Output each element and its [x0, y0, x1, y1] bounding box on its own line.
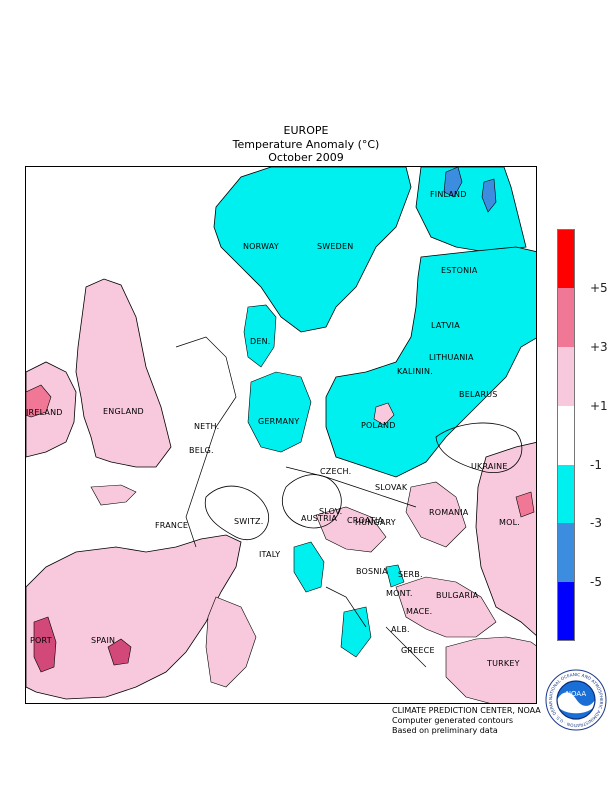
- legend-label-minus-1: -1: [590, 458, 602, 472]
- label-switz: SWITZ.: [234, 517, 264, 526]
- label-alb: ALB.: [391, 625, 410, 634]
- cold-region-finland-core-2: [481, 178, 497, 213]
- label-slovak: SLOVAK: [375, 483, 408, 492]
- label-finland: FINLAND: [430, 190, 467, 199]
- label-hungary: HUNGARY: [355, 518, 396, 527]
- label-bosnia: BOSNIA: [356, 567, 388, 576]
- label-austria: AUSTRIA: [301, 514, 338, 523]
- label-spain: SPAIN: [91, 636, 116, 645]
- label-france: FRANCE: [155, 521, 189, 530]
- label-kalinin: KALININ.: [397, 367, 433, 376]
- warm-region-british-isles: [75, 278, 172, 468]
- cold-region-poland-core: [373, 402, 395, 426]
- cold-region-finland-core-1: [443, 167, 463, 198]
- label-slov: SLOV.: [319, 507, 343, 516]
- legend-label-plus-5: +5: [590, 281, 608, 295]
- credit-line-2: Computer generated contours: [392, 716, 514, 725]
- warm-region-turkey: [445, 636, 536, 703]
- label-turkey: TURKEY: [487, 659, 520, 668]
- legend-bin-3-to-5: [557, 288, 575, 347]
- label-mol: MOL.: [499, 518, 520, 527]
- noaa-logo: NATIONAL OCEANIC AND ATMOSPHERIC ADMINIS…: [545, 669, 607, 731]
- label-neth: NETH.: [194, 422, 220, 431]
- cold-region-denmark: [243, 304, 277, 368]
- cold-region-italy-north: [293, 541, 325, 593]
- label-czech: CZECH.: [320, 467, 352, 476]
- label-den: DEN.: [250, 337, 271, 346]
- label-mont: MONT.: [386, 589, 413, 598]
- label-latvia: LATVIA: [431, 321, 460, 330]
- label-italy: ITALY: [259, 550, 281, 559]
- legend-bin-1-to-3: [557, 347, 575, 406]
- noaa-center-text: NOAA: [566, 690, 587, 698]
- warm-region-croatia: [315, 506, 387, 553]
- credit-line-3: Based on preliminary data: [392, 726, 498, 735]
- label-estonia: ESTONIA: [441, 266, 478, 275]
- warm-region-portugal-core: [33, 616, 57, 673]
- legend-bin-minus-3-to-5: [557, 523, 575, 582]
- warm-region-spain-core: [107, 638, 132, 666]
- warm-region-ireland-core: [26, 384, 52, 418]
- legend-label-minus-5: -5: [590, 575, 602, 589]
- legend-label-plus-1: +1: [590, 399, 608, 413]
- label-lithuania: LITHUANIA: [429, 353, 474, 362]
- cold-region-finland: [415, 167, 527, 253]
- legend-label-minus-3: -3: [590, 516, 602, 530]
- warm-region-ukraine-east: [475, 442, 536, 636]
- cold-region-scandinavia: [213, 167, 412, 333]
- warm-region-bulgaria: [395, 576, 497, 638]
- legend-bin-below-minus-5: [557, 582, 575, 641]
- map-variable-title: Temperature Anomaly (°C): [232, 138, 380, 151]
- credit-line-1: CLIMATE PREDICTION CENTER, NOAA: [392, 706, 541, 715]
- cold-region-serbia: [385, 564, 405, 588]
- label-poland: POLAND: [361, 421, 396, 430]
- coastline-sketch: [175, 336, 427, 668]
- warm-region-france-west: [90, 484, 137, 506]
- cold-region-adriatic: [340, 606, 372, 658]
- legend-bin-above-5: [557, 229, 575, 288]
- cold-region-germany: [247, 371, 312, 453]
- map-canvas: [26, 167, 536, 703]
- map-region-title: EUROPE: [283, 124, 329, 137]
- label-norway: NORWAY: [243, 242, 279, 251]
- label-bulgaria: BULGARIA: [436, 591, 479, 600]
- map-period-title: October 2009: [268, 151, 344, 164]
- label-mace: MACE.: [406, 607, 433, 616]
- warm-region-iberia: [26, 534, 242, 700]
- label-romania: ROMANIA: [429, 508, 469, 517]
- label-greece: GREECE: [401, 646, 435, 655]
- anomaly-map: FINLAND NORWAY SWEDEN ESTONIA LATVIA DEN…: [25, 166, 537, 704]
- label-port: PORT: [30, 636, 52, 645]
- anomaly-contours: [204, 422, 523, 540]
- label-germany: GERMANY: [258, 417, 300, 426]
- legend-label-plus-3: +3: [590, 340, 608, 354]
- warm-region-italy-south: [205, 596, 257, 688]
- label-sweden: SWEDEN: [317, 242, 354, 251]
- warm-region-ireland: [26, 361, 77, 458]
- label-belarus: BELARUS: [459, 390, 498, 399]
- label-ireland: IRELAND: [26, 408, 63, 417]
- label-england: ENGLAND: [103, 407, 144, 416]
- warm-region-mol-core: [515, 491, 535, 518]
- warm-region-romania: [405, 481, 467, 548]
- label-croatia: CROATIA: [347, 516, 384, 525]
- legend-bin-minus-1-to-3: [557, 465, 575, 523]
- label-belg: BELG.: [189, 446, 214, 455]
- legend-bin-neutral: [557, 406, 575, 465]
- label-ukraine: UKRAINE: [471, 462, 508, 471]
- label-serb: SERB.: [398, 570, 423, 579]
